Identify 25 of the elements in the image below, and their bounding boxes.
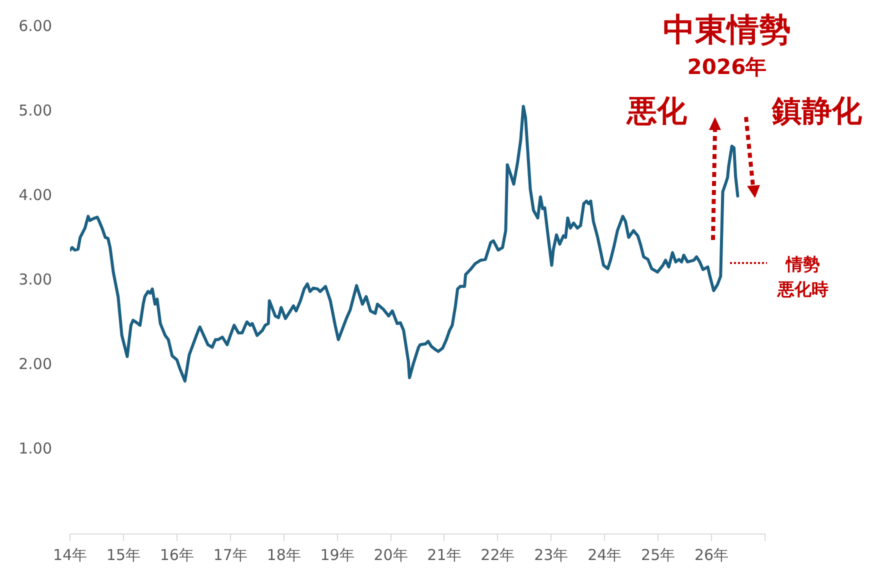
- text: 悪化時: [778, 280, 828, 301]
- y-tick-label: 6.00: [18, 16, 52, 35]
- x-tick-label: 20年: [374, 546, 408, 564]
- annotation: 悪化: [627, 94, 687, 130]
- x-tick-label: 15年: [106, 546, 141, 564]
- text: 鎮静化: [772, 94, 862, 130]
- annotation: 中東情勢: [663, 10, 791, 49]
- y-tick-label: 1.00: [18, 439, 52, 458]
- x-tick-label: 21年: [427, 546, 462, 564]
- x-tick-label: 19年: [320, 546, 354, 564]
- x-tick-label: 23年: [534, 546, 568, 564]
- x-tick-label: 25年: [641, 546, 676, 564]
- y-tick-label: 4.00: [18, 186, 52, 204]
- x-tick-label: 18年: [266, 546, 301, 564]
- x-tick-label: 24年: [588, 546, 622, 564]
- text: 情勢: [786, 255, 820, 276]
- y-tick-label: 3.00: [18, 270, 52, 288]
- y-tick-label: 5.00: [18, 101, 52, 120]
- x-tick-label: 16年: [160, 546, 194, 564]
- y-tick-label: 2.00: [18, 354, 52, 373]
- x-tick-label: 26年: [694, 546, 729, 564]
- x-tick-label: 17年: [213, 546, 248, 564]
- x-tick-label: 22年: [480, 546, 515, 564]
- annotation: 2026年: [687, 54, 767, 80]
- x-tick-label: 14年: [52, 546, 88, 564]
